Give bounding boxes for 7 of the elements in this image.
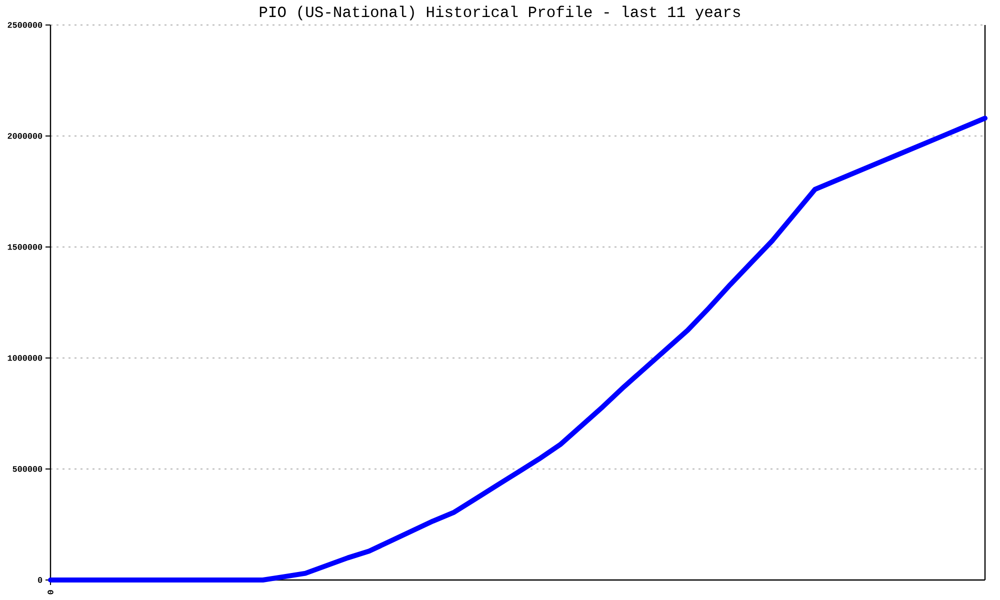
y-tick-label: 1000000 — [8, 355, 42, 361]
y-tick-label: 2500000 — [8, 22, 42, 28]
y-tick-label: 500000 — [12, 466, 42, 472]
chart-title: PIO (US-National) Historical Profile - last 11 years — [260, 6, 740, 20]
y-tick-label: 2000000 — [8, 133, 42, 139]
y-tick-label: 1500000 — [8, 244, 42, 250]
y-tick-label: 0 — [38, 577, 42, 583]
